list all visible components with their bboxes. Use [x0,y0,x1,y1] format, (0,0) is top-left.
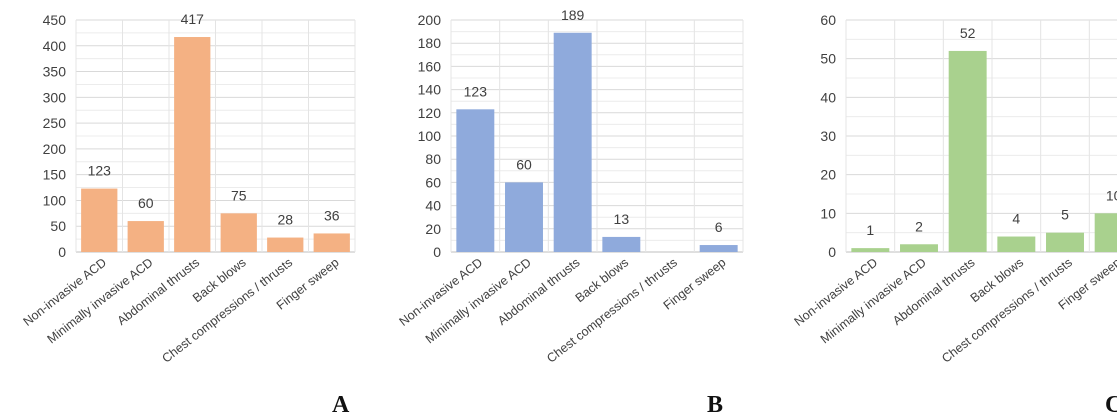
y-tick-label: 300 [43,89,67,105]
y-tick-label: 350 [43,64,67,80]
x-category-label: Abdominal thrusts [115,255,202,328]
data-label: 123 [464,83,488,99]
bar [1046,232,1084,252]
data-label: 28 [277,212,293,228]
y-tick-label: 0 [433,244,441,260]
y-tick-label: 150 [43,167,67,183]
y-tick-label: 0 [828,244,836,260]
x-category-label: Non-invasive ACD [21,255,110,328]
data-label: 60 [516,156,532,172]
chart-a: 0 50 100 150 200 250 300 350 400 450 123 Non-invasi… [21,11,356,366]
y-tick-label: 120 [418,105,442,121]
y-tick-label: 180 [418,35,442,51]
y-tick-label: 400 [43,38,67,54]
data-label: 60 [138,195,154,211]
x-category-label: Non-invasive ACD [792,255,881,328]
y-tick-label: 140 [418,82,442,98]
bar [220,213,257,252]
y-tick-label: 10 [820,205,836,221]
y-tick-label: 50 [820,51,836,67]
bar [851,248,890,252]
y-tick-label: 40 [425,198,441,214]
bar [699,245,738,252]
bar [127,221,164,252]
panel-letter-a: A [332,392,350,418]
data-label: 189 [561,7,585,23]
y-tick-label: 20 [425,221,441,237]
y-tick-label: 60 [425,174,441,190]
bar [456,109,495,252]
bar [602,236,641,252]
data-label: 123 [88,163,112,179]
x-category-label: Abdominal thrusts [890,255,977,328]
y-tick-label: 80 [425,151,441,167]
x-category-label: Abdominal thrusts [495,255,582,328]
bar [267,237,304,252]
y-tick-label: 20 [820,167,836,183]
data-label: 2 [915,218,923,234]
data-label: 6 [715,219,723,235]
bar [997,236,1036,252]
bar [313,233,350,252]
y-tick-label: 100 [43,192,67,208]
y-tick-label: 160 [418,58,442,74]
chart-b: 0 20 40 60 80 100 120 140 160 180 200 123 Non-invasi… [397,7,744,366]
data-label: 5 [1061,207,1069,223]
data-label: 52 [960,25,976,41]
y-tick-label: 30 [820,128,836,144]
bar [900,244,938,252]
bar [174,37,211,252]
y-tick-label: 100 [418,128,442,144]
bar [81,188,118,252]
data-label: 36 [324,207,340,223]
bar [948,50,987,252]
panel-letter-b: B [707,392,723,418]
data-label: 4 [1012,211,1020,227]
bar [1094,213,1117,252]
y-tick-label: 450 [43,12,67,28]
data-label: 75 [231,187,247,203]
y-tick-label: 250 [43,115,67,131]
data-label: 417 [181,11,205,27]
y-tick-label: 40 [820,89,836,105]
data-label: 1 [866,222,874,238]
data-label: 13 [614,211,630,227]
bar [505,182,543,252]
bar [553,32,592,253]
data-label: 10 [1106,187,1117,203]
y-tick-label: 0 [58,244,66,260]
x-category-label: Non-invasive ACD [397,255,486,328]
panel-letter-c: C [1105,392,1117,418]
y-tick-label: 50 [50,218,66,234]
y-tick-label: 200 [43,141,67,157]
y-tick-label: 60 [820,12,836,28]
y-tick-label: 200 [418,12,442,28]
